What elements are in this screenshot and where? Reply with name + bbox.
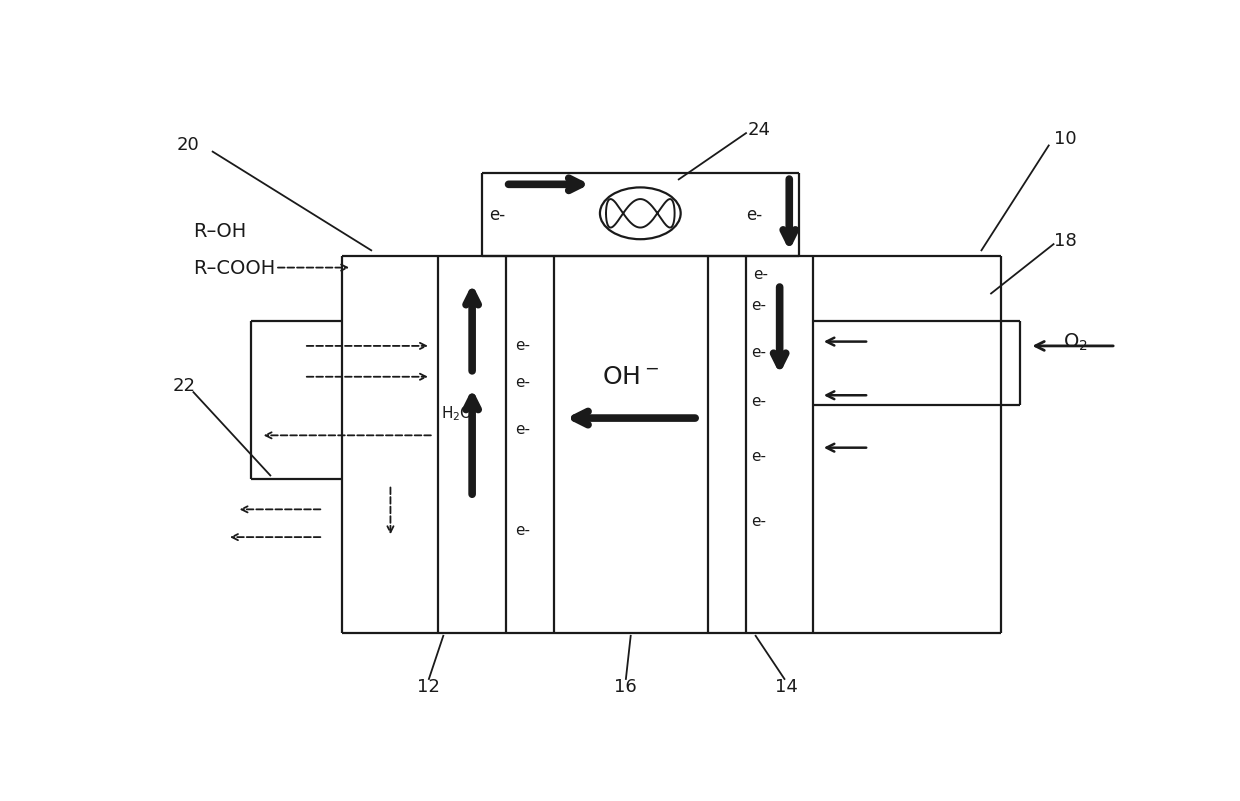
- Text: e-: e-: [751, 449, 766, 465]
- Text: 20: 20: [176, 136, 198, 155]
- Text: O$_2$: O$_2$: [1063, 332, 1087, 353]
- Text: 14: 14: [775, 678, 797, 696]
- Text: e-: e-: [490, 206, 506, 223]
- Text: 18: 18: [1054, 232, 1076, 250]
- Text: 22: 22: [172, 377, 195, 395]
- Text: R–OH: R–OH: [193, 223, 247, 241]
- Text: H$_2$O: H$_2$O: [441, 405, 474, 423]
- Text: e-: e-: [751, 514, 766, 529]
- Text: e-: e-: [516, 338, 531, 353]
- Text: R–COOH: R–COOH: [193, 260, 275, 278]
- Text: e-: e-: [751, 344, 766, 360]
- Text: e-: e-: [751, 394, 766, 409]
- Text: 12: 12: [418, 678, 440, 696]
- Text: 16: 16: [614, 678, 637, 696]
- Text: e-: e-: [751, 298, 766, 313]
- Text: e-: e-: [746, 206, 763, 223]
- Text: e-: e-: [516, 523, 531, 538]
- Text: e-: e-: [753, 268, 768, 283]
- Text: 24: 24: [748, 121, 771, 139]
- Text: e-: e-: [516, 376, 531, 390]
- Text: e-: e-: [516, 421, 531, 437]
- Text: 10: 10: [1054, 131, 1076, 148]
- Text: OH$^-$: OH$^-$: [603, 364, 660, 388]
